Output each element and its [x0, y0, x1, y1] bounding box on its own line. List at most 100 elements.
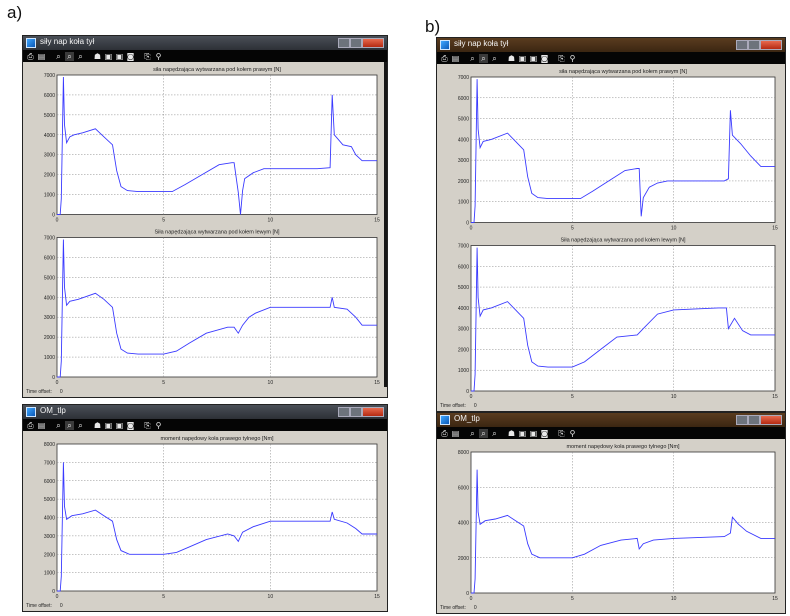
minimize-button[interactable] — [338, 407, 350, 417]
restore-icon[interactable]: ◙ — [540, 53, 549, 63]
scope-plots-svg: moment napędowy koła prawego tylnego [Nm… — [458, 444, 778, 602]
scope-plot: Siła napędzająca wytwarzana pod kołem le… — [458, 238, 778, 401]
y-tick-label: 8000 — [44, 442, 55, 448]
y-tick-label: 2000 — [458, 556, 469, 562]
plot-title: moment napędowy koła prawego tylnego [Nm… — [160, 436, 274, 442]
zoom-in-icon[interactable]: ⌕ — [470, 53, 475, 63]
toolbar-separator — [137, 421, 141, 430]
time-offset-value: 0 — [59, 389, 63, 395]
select-icon[interactable]: ⎘ — [144, 51, 151, 61]
scope-window-b-bottom[interactable]: OM_tlp ⎙ ▤ ⌕ ⌕ ⌕ ☗ ▣ ▣ ◙ ⎘ ⚲ moment napędowy koła … — [436, 412, 786, 614]
close-button[interactable] — [362, 38, 384, 48]
toolbar-separator — [551, 429, 555, 438]
y-tick-label: 2000 — [458, 179, 469, 185]
zoom-in-icon[interactable]: ⌕ — [56, 51, 61, 61]
y-tick-label: 1000 — [44, 571, 55, 577]
autoscale-icon[interactable]: ▣ — [518, 53, 527, 63]
binoculars-icon[interactable]: ☗ — [507, 53, 516, 63]
zoom-y-icon[interactable]: ⌕ — [78, 51, 83, 61]
close-button[interactable] — [760, 415, 782, 425]
minimize-button[interactable] — [736, 415, 748, 425]
parameters-icon[interactable]: ▤ — [451, 53, 460, 63]
y-tick-label: 2000 — [44, 335, 55, 341]
zoom-y-icon[interactable]: ⌕ — [492, 53, 497, 63]
binoculars-icon[interactable]: ☗ — [93, 51, 102, 61]
x-tick-label: 10 — [268, 594, 274, 600]
float-icon[interactable]: ⚲ — [569, 428, 576, 438]
maximize-button[interactable] — [350, 407, 362, 417]
window-titlebar[interactable]: siły nap koła tył — [23, 36, 387, 50]
x-tick-label: 10 — [268, 218, 274, 224]
restore-icon[interactable]: ◙ — [126, 51, 135, 61]
float-icon[interactable]: ⚲ — [155, 51, 162, 61]
scrollbar[interactable] — [384, 62, 387, 387]
series-line — [471, 79, 775, 223]
print-icon[interactable]: ⎙ — [441, 53, 448, 63]
x-tick-label: 10 — [671, 596, 677, 602]
minimize-button[interactable] — [736, 40, 748, 50]
restore-icon[interactable]: ◙ — [540, 428, 549, 438]
close-button[interactable] — [760, 40, 782, 50]
minimize-button[interactable] — [338, 38, 350, 48]
scope-plots-svg: siła napędzająca wytwarzana pod kołem pr… — [44, 67, 380, 387]
print-icon[interactable]: ⎙ — [27, 51, 34, 61]
y-tick-label: 0 — [52, 213, 55, 219]
float-icon[interactable]: ⚲ — [569, 53, 576, 63]
y-tick-label: 2000 — [44, 173, 55, 179]
autoscale-icon[interactable]: ▣ — [104, 51, 113, 61]
binoculars-icon[interactable]: ☗ — [93, 420, 102, 430]
zoom-in-icon[interactable]: ⌕ — [56, 420, 61, 430]
toolbar-separator — [501, 429, 505, 438]
time-offset-label: Time offset: — [440, 605, 466, 611]
y-tick-label: 1000 — [458, 368, 469, 374]
restore-icon[interactable]: ◙ — [126, 420, 135, 430]
scope-plot: Siła napędzająca wytwarzana pod kołem le… — [44, 230, 380, 387]
select-icon[interactable]: ⎘ — [558, 428, 565, 438]
window-titlebar[interactable]: siły nap koła tył — [437, 38, 785, 52]
scope-window-b-top[interactable]: siły nap koła tył ⎙ ▤ ⌕ ⌕ ⌕ ☗ ▣ ▣ ◙ ⎘ ⚲ siła napęd… — [436, 37, 786, 412]
plot-title: Siła napędzająca wytwarzana pod kołem le… — [154, 230, 280, 236]
window-titlebar[interactable]: OM_tlp — [23, 405, 387, 419]
plot-axes — [470, 245, 776, 392]
zoom-x-icon[interactable]: ⌕ — [65, 420, 74, 430]
print-icon[interactable]: ⎙ — [441, 428, 448, 438]
y-tick-label: 4000 — [44, 133, 55, 139]
maximize-button[interactable] — [748, 415, 760, 425]
maximize-button[interactable] — [748, 40, 760, 50]
close-button[interactable] — [362, 407, 384, 417]
binoculars-icon[interactable]: ☗ — [507, 428, 516, 438]
save-axes-icon[interactable]: ▣ — [529, 53, 538, 63]
x-tick-label: 0 — [470, 394, 473, 400]
toolbar-separator — [551, 54, 555, 63]
parameters-icon[interactable]: ▤ — [37, 420, 46, 430]
save-axes-icon[interactable]: ▣ — [115, 420, 124, 430]
save-axes-icon[interactable]: ▣ — [529, 428, 538, 438]
parameters-icon[interactable]: ▤ — [37, 51, 46, 61]
scope-window-a-top[interactable]: siły nap koła tył ⎙ ▤ ⌕ ⌕ ⌕ ☗ ▣ ▣ ◙ ⎘ ⚲ siła napęd… — [22, 35, 388, 398]
maximize-button[interactable] — [350, 38, 362, 48]
save-axes-icon[interactable]: ▣ — [115, 51, 124, 61]
x-tick-label: 0 — [56, 218, 59, 224]
float-icon[interactable]: ⚲ — [155, 420, 162, 430]
zoom-x-icon[interactable]: ⌕ — [479, 428, 488, 438]
parameters-icon[interactable]: ▤ — [451, 428, 460, 438]
autoscale-icon[interactable]: ▣ — [518, 428, 527, 438]
y-tick-label: 0 — [52, 589, 55, 595]
toolbar-separator — [462, 54, 466, 63]
plot-area: siła napędzająca wytwarzana pod kołem pr… — [437, 64, 785, 401]
zoom-in-icon[interactable]: ⌕ — [470, 428, 475, 438]
zoom-x-icon[interactable]: ⌕ — [65, 51, 74, 61]
scope-toolbar: ⎙ ▤ ⌕ ⌕ ⌕ ☗ ▣ ▣ ◙ ⎘ ⚲ — [23, 419, 387, 431]
zoom-y-icon[interactable]: ⌕ — [78, 420, 83, 430]
toolbar-separator — [501, 54, 505, 63]
zoom-x-icon[interactable]: ⌕ — [479, 53, 488, 63]
zoom-y-icon[interactable]: ⌕ — [492, 428, 497, 438]
print-icon[interactable]: ⎙ — [27, 420, 34, 430]
select-icon[interactable]: ⎘ — [144, 420, 151, 430]
y-tick-label: 4000 — [458, 521, 469, 527]
scope-window-a-bottom[interactable]: OM_tlp ⎙ ▤ ⌕ ⌕ ⌕ ☗ ▣ ▣ ◙ ⎘ ⚲ moment napędowy koła … — [22, 404, 388, 612]
y-tick-label: 6000 — [458, 264, 469, 270]
window-titlebar[interactable]: OM_tlp — [437, 413, 785, 427]
autoscale-icon[interactable]: ▣ — [104, 420, 113, 430]
select-icon[interactable]: ⎘ — [558, 53, 565, 63]
